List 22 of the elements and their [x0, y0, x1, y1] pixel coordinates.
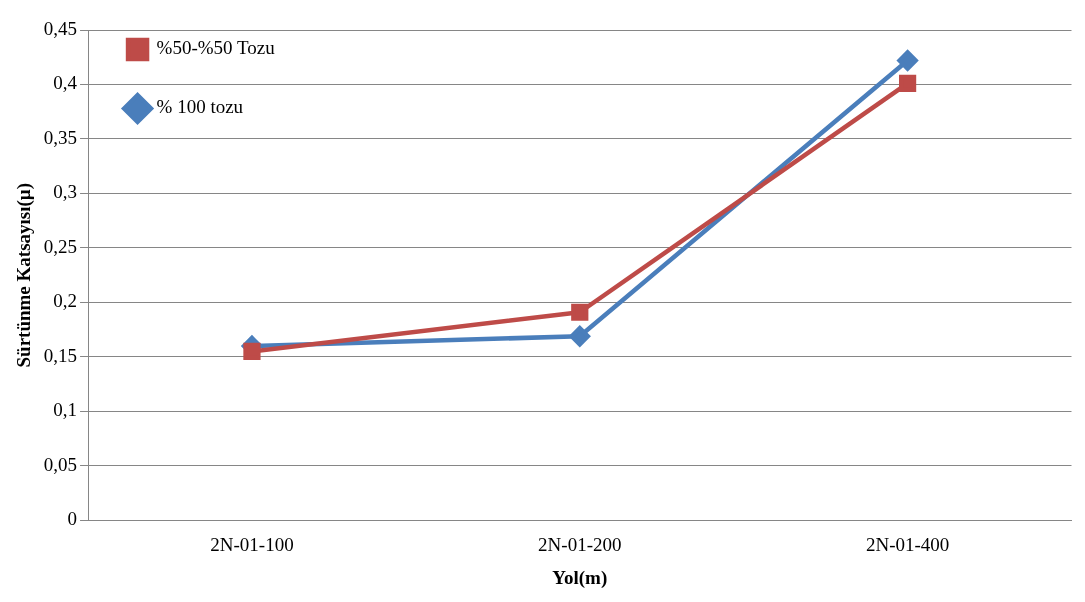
y-tick-label: 0,15: [43, 344, 78, 366]
point: [243, 342, 261, 361]
point: [897, 50, 918, 71]
x-tick-label: 2N-01-200: [538, 533, 622, 555]
y-tick-label: 0,25: [43, 235, 78, 257]
x-axis-title: Yol(m): [552, 566, 608, 589]
point: [898, 74, 917, 93]
y-tick-label: 0,45: [43, 17, 78, 39]
y-tick-label: 0,3: [53, 181, 78, 203]
legend-label: %50-%50 Tozu: [156, 37, 276, 59]
x-tick-label: 2N-01-100: [210, 533, 294, 555]
point: [569, 325, 591, 347]
point: [571, 303, 589, 321]
y-tick-label: 0,35: [43, 126, 78, 148]
legend-label: % 100 tozu: [156, 96, 244, 118]
x-tick-label: 2N-01-400: [865, 533, 950, 555]
y-tick-label: 0,1: [53, 399, 78, 421]
y-axis-title: Sürtünme Katsayısı(µ): [13, 182, 36, 368]
y-tick-label: 0,05: [43, 453, 78, 475]
y-tick-label: 0,4: [53, 72, 78, 94]
y-tick-label: 0,2: [53, 290, 78, 312]
y-tick-label: 0: [67, 508, 78, 530]
